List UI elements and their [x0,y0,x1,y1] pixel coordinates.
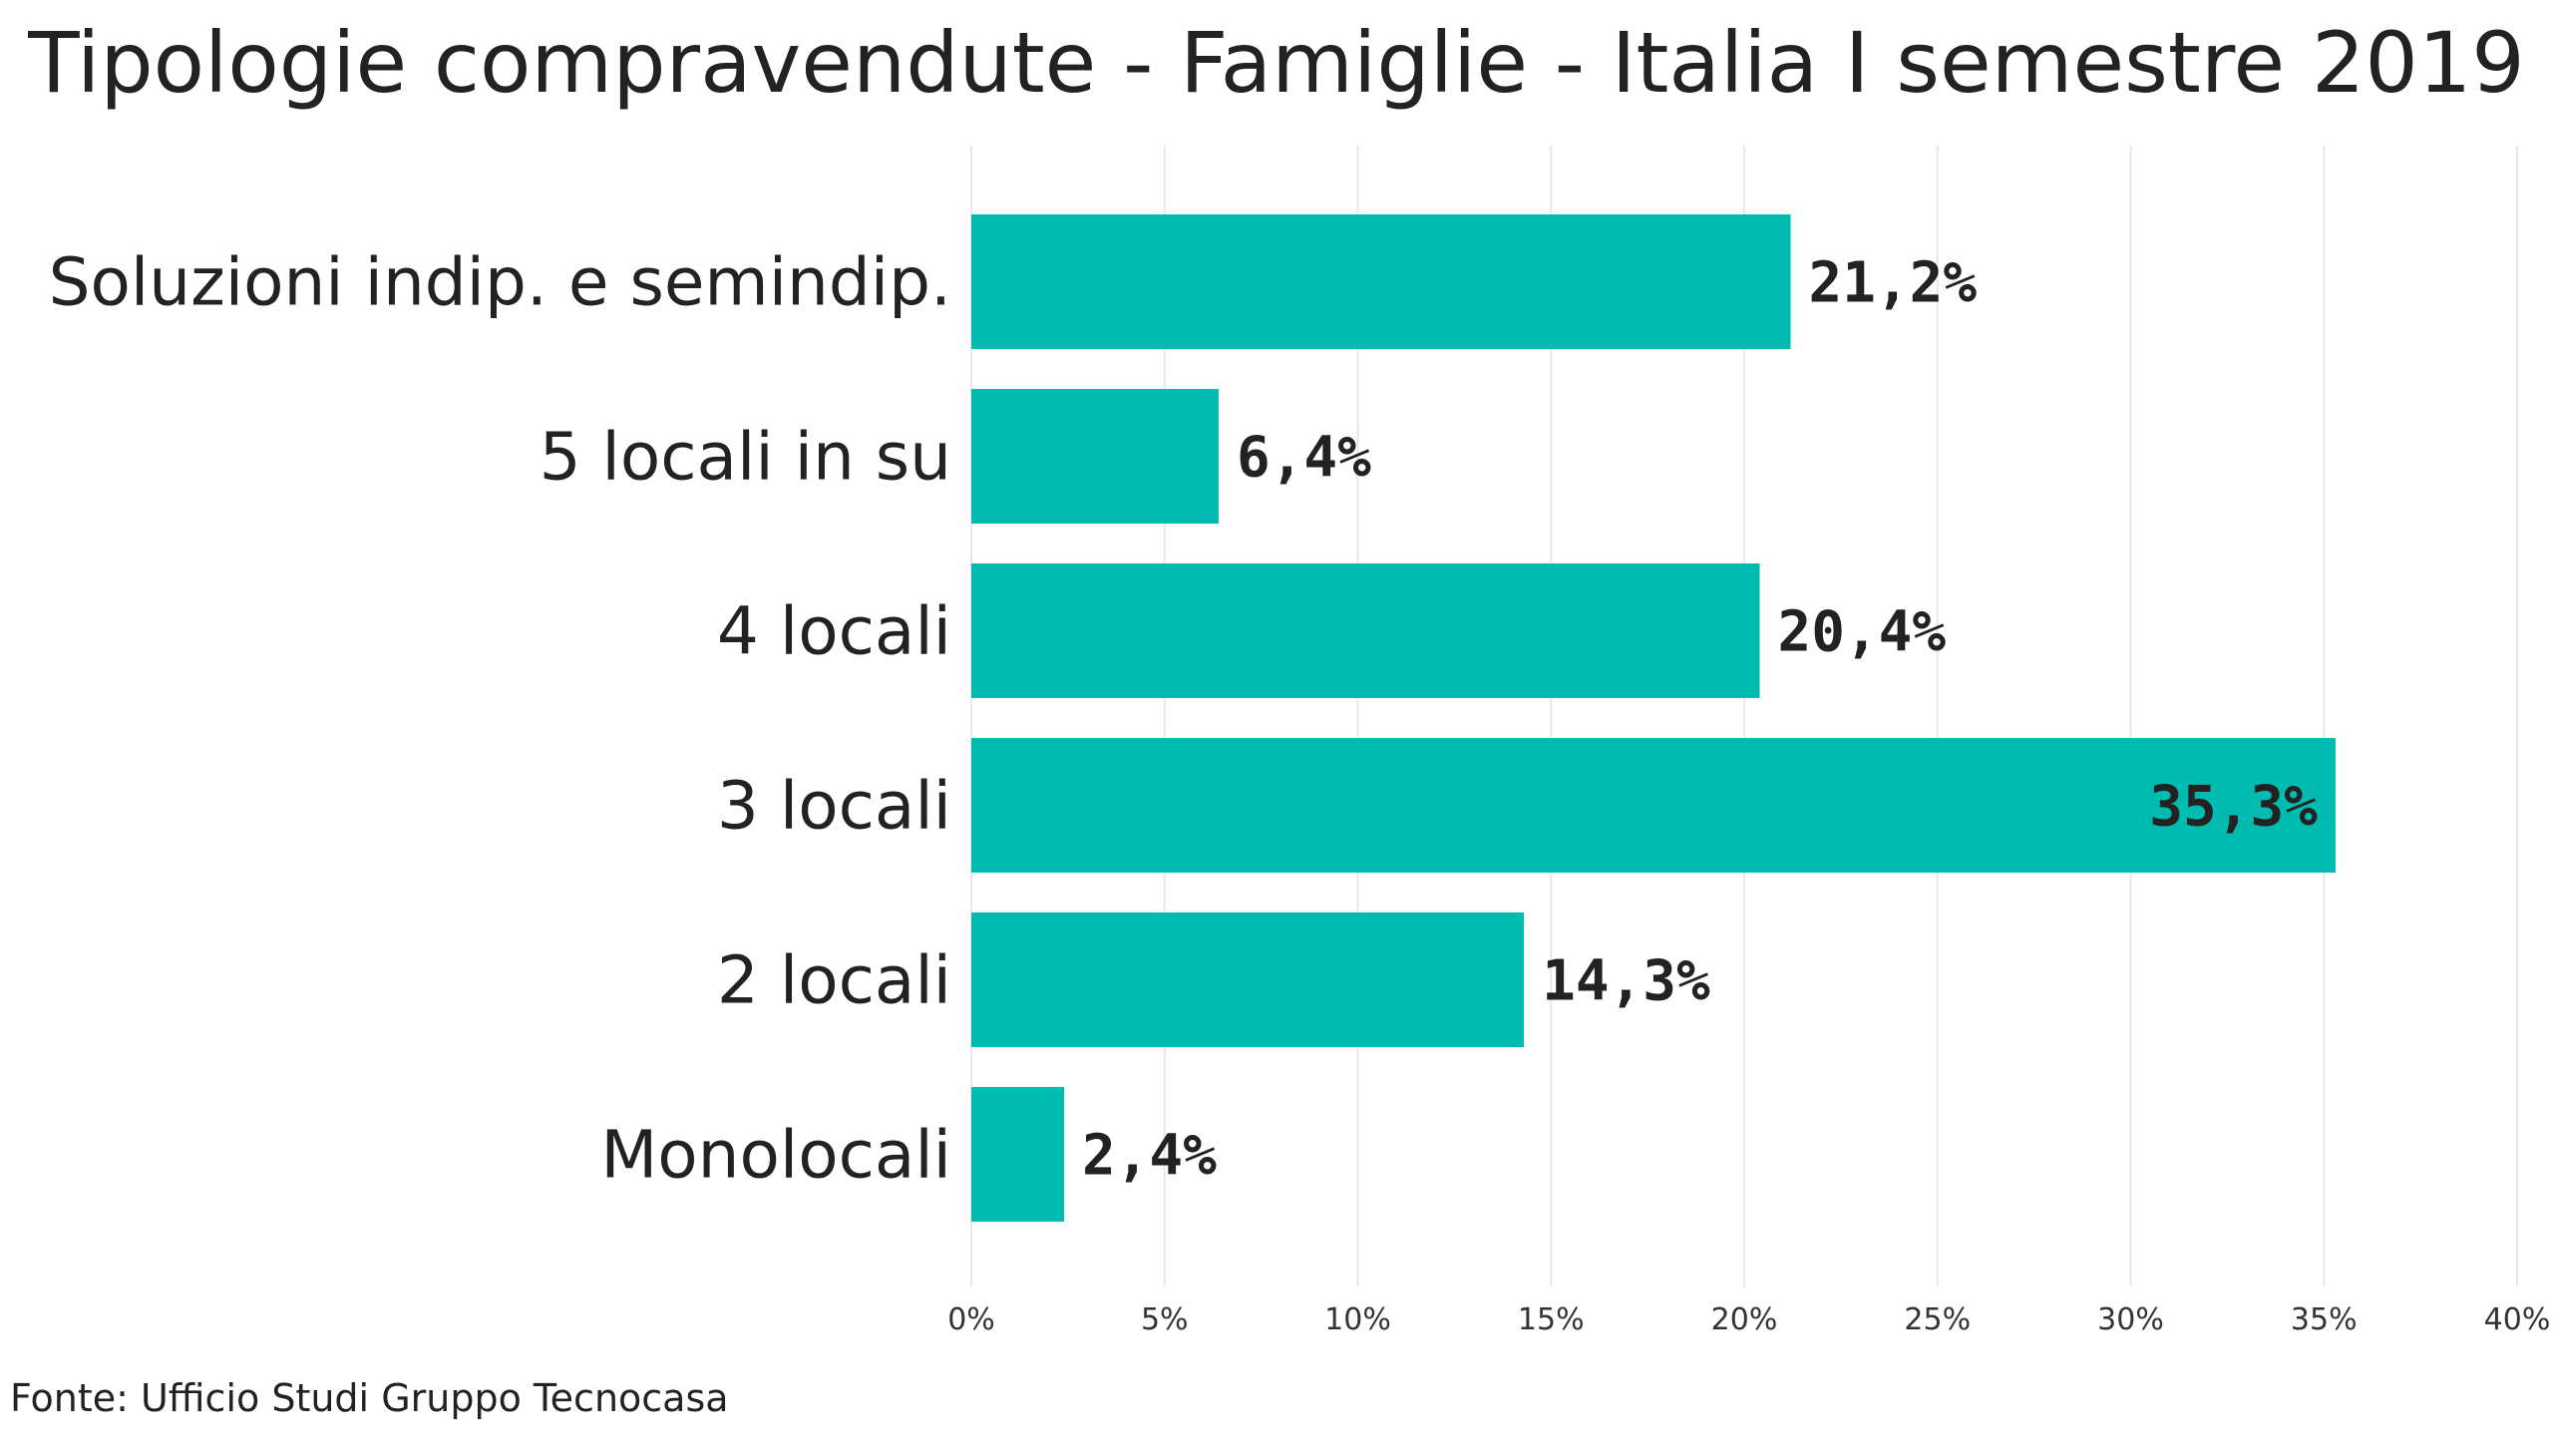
value-label: 20,4% [1778,600,1947,665]
bar [971,389,1219,524]
bar [971,738,2336,873]
x-tick-label: 35% [2291,1302,2358,1337]
x-tick-label: 40% [2484,1302,2551,1337]
x-tick-label: 25% [1904,1302,1971,1337]
category-label: 5 locali in su [540,419,951,496]
category-label: Soluzioni indip. e semindip. [49,244,951,321]
x-tick-label: 0% [947,1302,995,1337]
x-tick-label: 5% [1141,1302,1189,1337]
x-tick-label: 10% [1324,1302,1391,1337]
x-tick-label: 15% [1518,1302,1585,1337]
x-tick-label: 30% [2097,1302,2164,1337]
category-label: 3 locali [717,768,951,845]
bar [971,912,1525,1047]
bar [971,1087,1064,1222]
value-label: 6,4% [1237,426,1371,491]
category-label: Monolocali [600,1117,951,1194]
bar [971,214,1791,349]
value-label: 35,3% [2149,775,2318,840]
category-label: 4 locali [717,593,951,670]
x-tick-label: 20% [1711,1302,1778,1337]
bar [971,563,1760,698]
x-axis-ticks: 0% 5% 10% 15% 20% 25% 30% 35% 40% [947,1302,2550,1337]
source-note: Fonte: Ufficio Studi Gruppo Tecnocasa [10,1376,729,1420]
value-label: 21,2% [1809,251,1978,316]
category-label: 2 locali [717,942,951,1019]
bars [971,214,2336,1222]
value-label: 2,4% [1082,1124,1217,1189]
labels: Soluzioni indip. e semindip. 21,2% 5 local… [49,244,2319,1194]
value-label: 14,3% [1542,949,1710,1014]
chart-title: Tipologie compravendute - Famiglie - Ita… [28,14,2525,112]
